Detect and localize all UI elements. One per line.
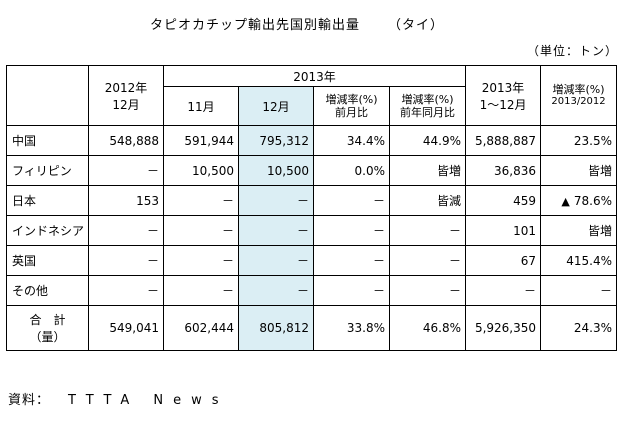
cell-mom: － [313,245,391,276]
table-row: 日本 153 －－－皆減 459 ▲ 78.6% [5,185,618,216]
cell-dec2013: 10,500 [238,155,315,186]
cell-nov2013: － [163,185,240,216]
export-table: 2012年 12月 2013年 2013年 1～12月 増減率(%) 2013/… [5,65,618,351]
header-text: 2013年 [481,80,525,95]
source-note: 資料： TTTA News [8,389,229,408]
header-row-1: 2012年 12月 2013年 2013年 1～12月 増減率(%) 2013/… [5,65,618,126]
country-cell: フィリピン [5,155,90,186]
total-dec2013: 805,812 [238,305,315,351]
cell-mom: 0.0% [313,155,391,186]
total-total2013: 5,926,350 [465,305,542,351]
table-row: インドネシア－－－－－ 101 皆増 [5,215,618,246]
cell-annual: － [540,275,618,306]
title-country: （タイ） [388,18,445,33]
cell-dec2013: 795,312 [238,125,315,156]
header-text: 1～12月 [479,97,527,112]
country-cell: 英国 [5,245,90,276]
source-label: 資料： [8,393,51,408]
cell-annual: 23.5% [540,125,618,156]
cell-nov2013: 591,944 [163,125,240,156]
header-row-2: 11月 12月 増減率(%) 前月比 増減率(%) 前年同月比 [7,86,617,126]
cell-total2013: 36,836 [465,155,542,186]
table-row: 英国－－－－－ 67 415.4% [5,245,618,276]
table-row: その他－－－－－－－ [5,275,618,306]
header-annual-change: 増減率(%) 2013/2012 [540,65,618,126]
cell-yoy: 44.9% [389,125,467,156]
cell-total2013: 67 [465,245,542,276]
cell-dec2013: － [238,275,315,306]
country-cell: 中国 [5,125,90,156]
decrease-triangle-icon: ▲ [561,194,570,208]
header-text: 前月比 [335,106,369,119]
header-text: 増減率(%) [325,93,378,106]
cell-nov2013: － [163,245,240,276]
cell-nov2013: 10,500 [163,155,240,186]
cell-dec2013: － [238,245,315,276]
cell-total2013: 5,888,887 [465,125,542,156]
total-nov2013: 602,444 [163,305,240,351]
cell-dec2012: － [88,275,165,306]
table-row: 中国 548,888 591,944 795,312 34.4% 44.9% 5,888,8… [5,125,618,156]
cell-yoy: 皆減 [389,185,467,216]
cell-annual: 皆増 [540,155,618,186]
cell-yoy: － [389,245,467,276]
total-label-text: （量） [29,330,66,344]
cell-mom: － [313,275,391,306]
cell-annual: ▲ 78.6% [540,185,618,216]
cell-yoy: － [389,275,467,306]
table-body: 中国 548,888 591,944 795,312 34.4% 44.9% 5,888,8… [5,125,618,306]
header-text: 12月 [112,97,140,112]
header-text: 増減率(%) [552,83,605,96]
unit-label: （単位：トン） [526,44,618,58]
cell-mom: 34.4% [313,125,391,156]
cell-dec2013: － [238,215,315,246]
cell-dec2012: － [88,155,165,186]
header-yoy: 増減率(%) 前年同月比 [389,86,467,126]
total-label-text: 合 計 [29,313,66,327]
header-year-2013: 2013年 [163,65,467,87]
cell-dec2012: － [88,245,165,276]
cell-value: 78.6% [573,193,613,208]
cell-annual: 415.4% [540,245,618,276]
total-yoy: 46.8% [389,305,467,351]
total-dec2012: 549,041 [88,305,165,351]
country-cell: 日本 [5,185,90,216]
header-text: 2012年 [104,80,148,95]
country-cell: その他 [5,275,90,306]
total-row: 合 計 （量） 549,041 602,444 805,812 33.8% 46… [5,305,618,351]
cell-mom: － [313,185,391,216]
header-dec-2012: 2012年 12月 [88,65,165,126]
cell-annual: 皆増 [540,215,618,246]
cell-mom: － [313,215,391,246]
header-text: 増減率(%) [401,93,454,106]
total-annual: 24.3% [540,305,618,351]
cell-total2013: 101 [465,215,542,246]
table-row: フィリピン－ 10,500 10,500 0.0% 皆増 36,836 皆増 [5,155,618,186]
country-cell: インドネシア [5,215,90,246]
header-nov: 11月 [163,86,240,126]
total-mom: 33.8% [313,305,391,351]
total-label: 合 計 （量） [5,305,90,351]
cell-nov2013: － [163,275,240,306]
page-title: タピオカチップ輸出先国別輸出量 （タイ） [150,14,444,33]
cell-yoy: － [389,215,467,246]
cell-dec2012: － [88,215,165,246]
title-text: タピオカチップ輸出先国別輸出量 [150,18,361,33]
header-text: 2013/2012 [551,96,606,107]
header-dec: 12月 [238,86,315,126]
cell-yoy: 皆増 [389,155,467,186]
header-total-2013: 2013年 1～12月 [465,65,542,126]
header-country-cell [5,65,90,126]
cell-dec2012: 548,888 [88,125,165,156]
cell-total2013: － [465,275,542,306]
cell-dec2012: 153 [88,185,165,216]
cell-dec2013: － [238,185,315,216]
cell-nov2013: － [163,215,240,246]
cell-total2013: 459 [465,185,542,216]
source-value: TTTA News [68,393,229,408]
header-mom: 増減率(%) 前月比 [313,86,391,126]
header-text: 前年同月比 [400,106,456,119]
